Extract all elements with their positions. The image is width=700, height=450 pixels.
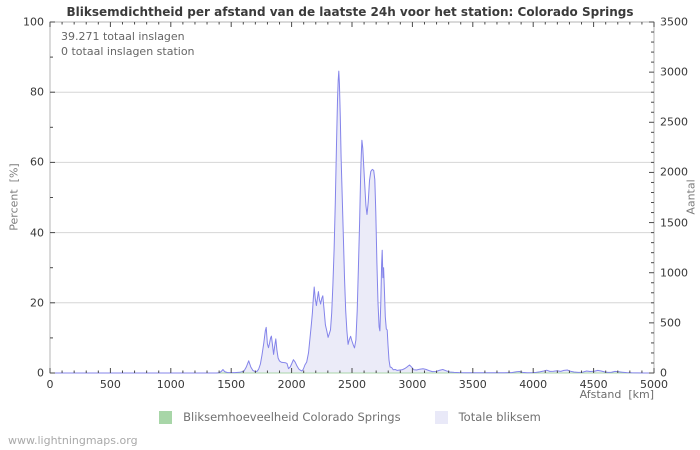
- legend-swatch-station: [159, 410, 173, 424]
- x-tick-label: 4500: [579, 378, 608, 391]
- annotation-total-strikes: 39.271 totaal inslagen: [61, 30, 185, 43]
- total-bliksem-line: [50, 70, 654, 374]
- y-right-tick-label: 2000: [660, 165, 688, 179]
- plot-frame: [49, 21, 655, 374]
- y-left-tick-label: 60: [30, 155, 44, 169]
- y-right-tick-label: 2500: [660, 115, 688, 129]
- x-tick-label: 500: [99, 378, 121, 391]
- x-tick-label: 3500: [458, 378, 487, 391]
- y-right-tick-label: 500: [660, 316, 681, 330]
- x-tick-label: 0: [46, 378, 54, 391]
- legend-item-total: Totale bliksem: [434, 410, 541, 424]
- x-tick-label: 1000: [156, 378, 185, 391]
- y-right-tick-label: 0: [660, 366, 667, 380]
- legend-label-total: Totale bliksem: [458, 410, 541, 424]
- legend-swatch-total: [434, 410, 448, 424]
- x-tick-label: 2500: [338, 378, 366, 391]
- y-right-tick-label: 1500: [660, 216, 688, 230]
- annotation-station-strikes: 0 totaal inslagen station: [61, 45, 195, 58]
- legend-label-station: Bliksemhoeveelheid Colorado Springs: [183, 410, 401, 424]
- y-right-tick-label: 1000: [660, 266, 688, 280]
- chart-title: Bliksemdichtheid per afstand van de laat…: [66, 5, 634, 19]
- x-tick-label: 4000: [519, 378, 548, 391]
- y-left-tick-label: 100: [23, 15, 44, 29]
- watermark-link: www.lightningmaps.org: [8, 434, 138, 447]
- y-right-tick-label: 3000: [660, 65, 688, 79]
- x-tick-label: 2000: [277, 378, 306, 391]
- x-axis-title: Afstand [km]: [579, 388, 654, 401]
- x-tick-label: 5000: [640, 378, 668, 391]
- y-left-tick-label: 20: [30, 296, 44, 310]
- legend: Bliksemhoeveelheid Colorado Springs Tota…: [0, 410, 700, 424]
- y-left-tick-label: 80: [30, 85, 44, 99]
- y-right-tick-label: 3500: [660, 15, 688, 29]
- x-tick-label: 1500: [217, 378, 246, 391]
- total-bliksem-area: [50, 71, 654, 373]
- x-tick-label: 3000: [398, 378, 427, 391]
- legend-item-station: Bliksemhoeveelheid Colorado Springs: [159, 410, 401, 424]
- y-left-tick-label: 40: [30, 226, 44, 240]
- y-left-tick-label: 0: [37, 366, 44, 380]
